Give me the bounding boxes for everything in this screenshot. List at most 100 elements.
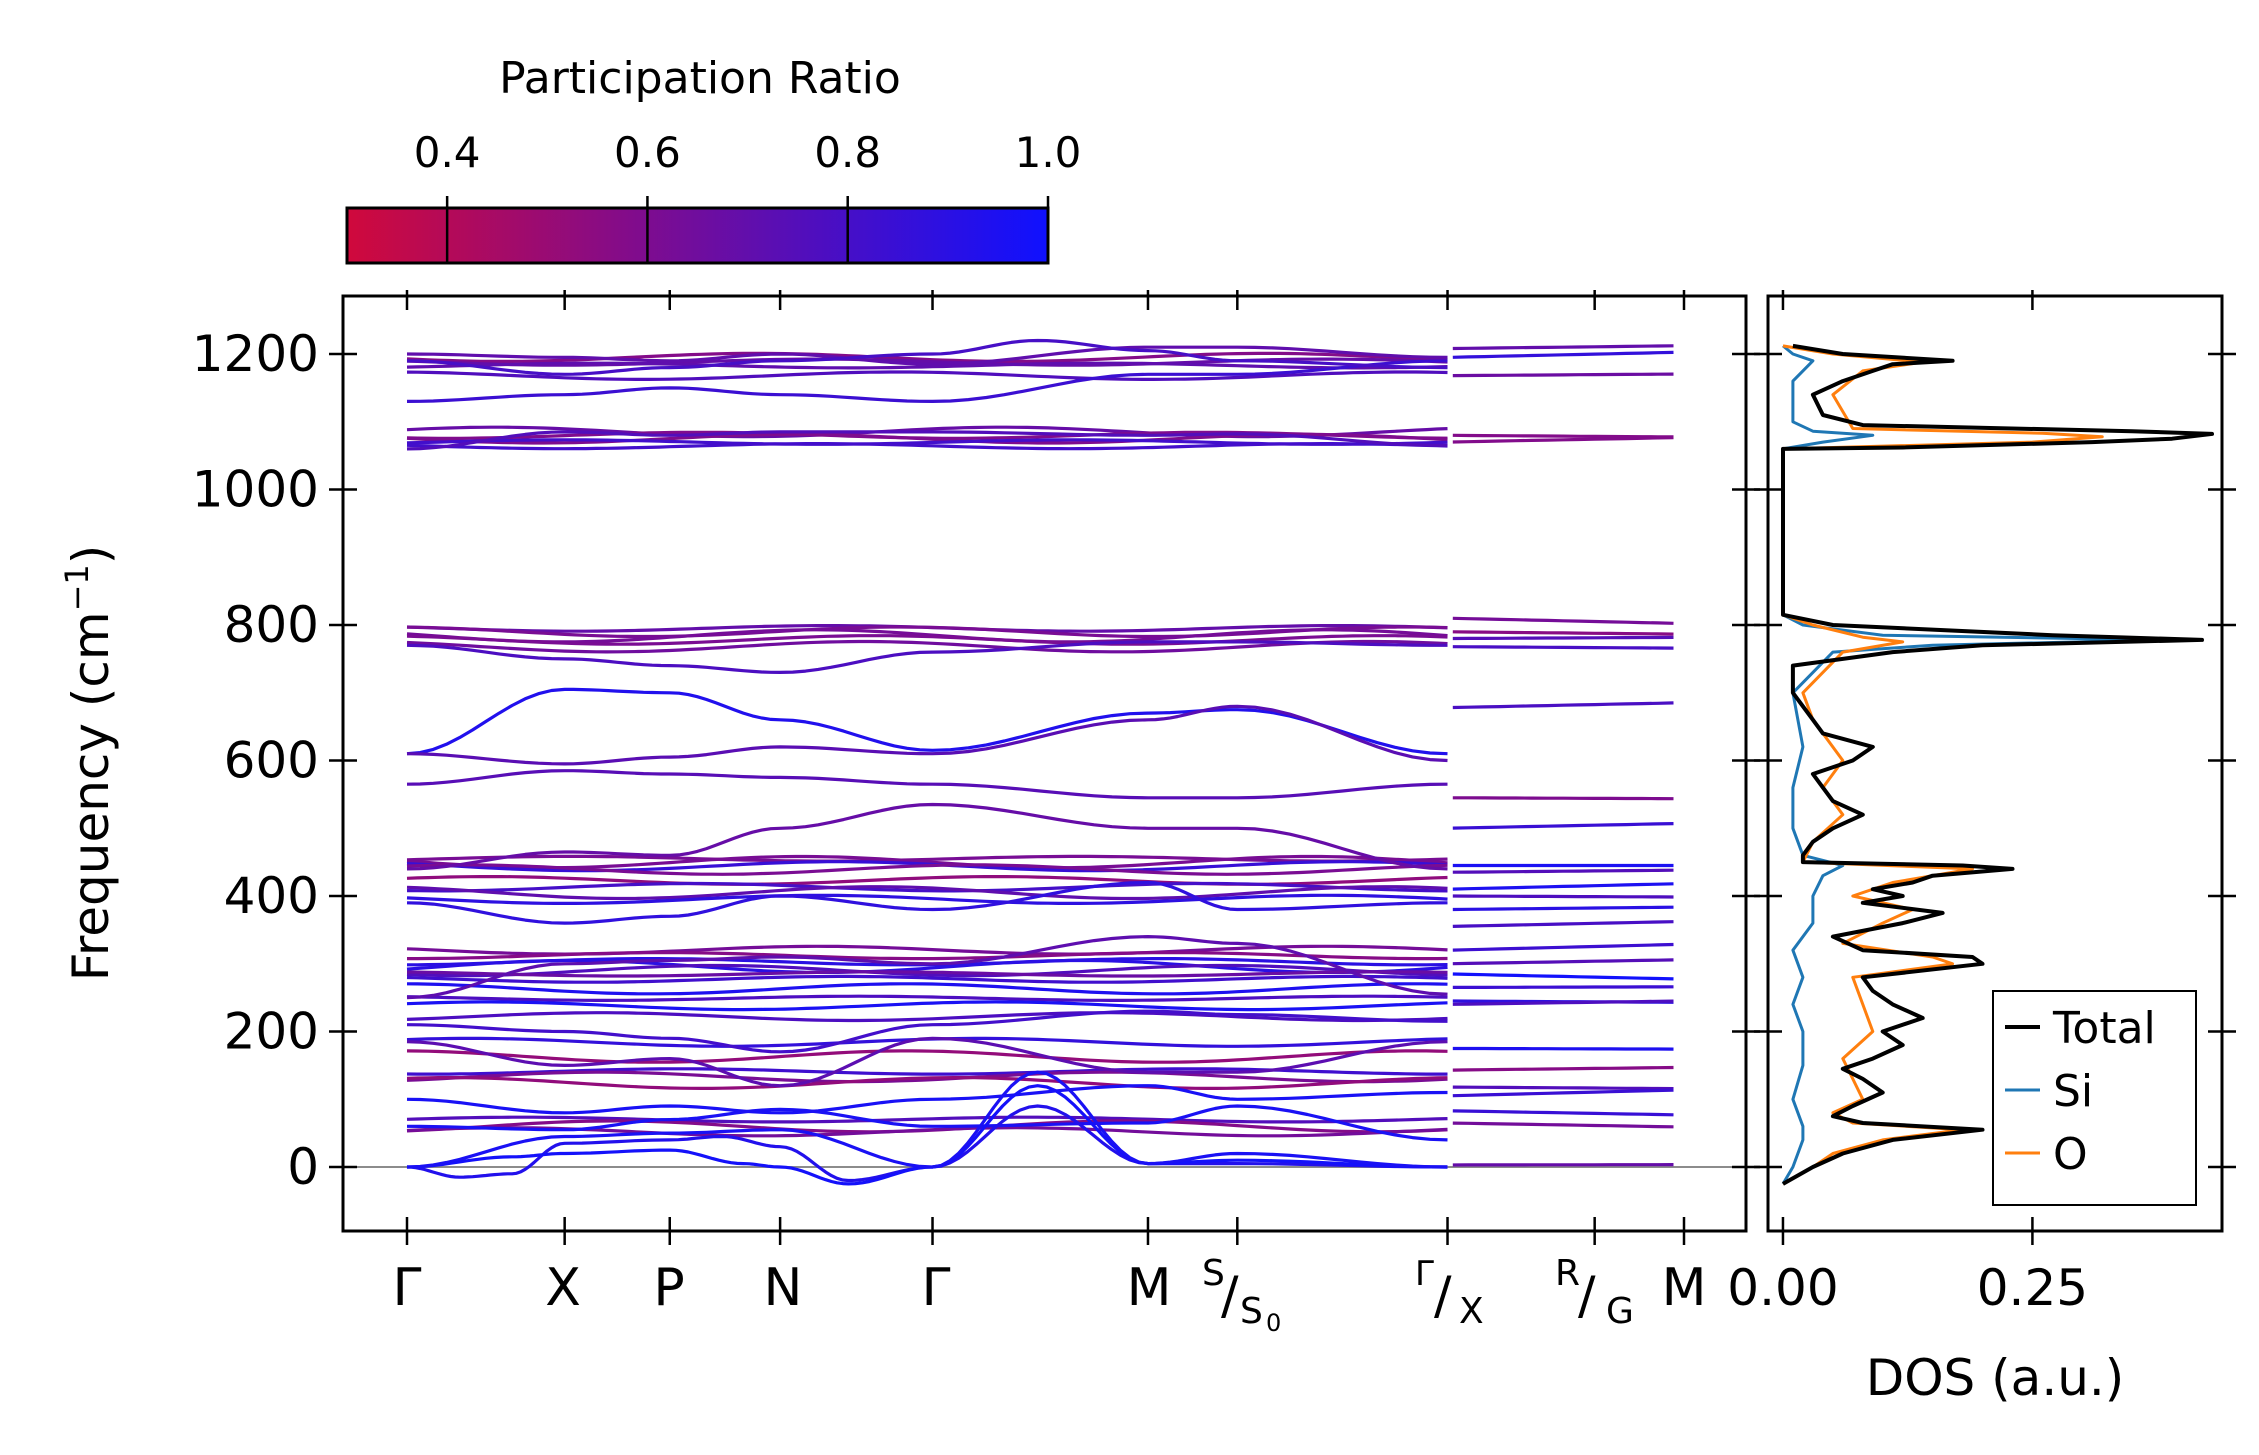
svg-text:R: R [1555,1253,1580,1294]
svg-text:X: X [1459,1291,1484,1332]
svg-text:/: / [1578,1266,1596,1326]
band-line [406,854,1448,863]
dos-x-tick-label: 0.00 [1727,1259,1838,1317]
band-line [406,974,1448,984]
label-p: P [653,1258,684,1318]
colorbar-title: Participation Ratio [499,53,901,104]
band-line [1452,1046,1674,1051]
band-line [1452,616,1674,625]
dos-plot-frame [1766,294,2224,1233]
dos-lines [1781,343,2214,1186]
band-line [406,1104,1448,1142]
band-line [406,634,1448,646]
path-labels: Γ X P N Γ M S / S 0 Γ / X R / G M [393,1253,1707,1337]
y-axis-label: Frequency (cm−1) [58,545,120,982]
band-line [406,934,1448,1000]
band-line [1452,868,1674,874]
svg-text:/: / [1434,1266,1452,1326]
band-line [1452,701,1674,710]
svg-text:S: S [1240,1291,1263,1332]
band-line [406,1075,1448,1091]
y-tick-label: 0 [287,1138,319,1196]
band-line [406,351,1448,363]
band-line [406,769,1448,800]
band-line [1452,894,1674,899]
y-tick-label: 400 [224,867,319,925]
label-gamma-x: Γ / X [1415,1254,1484,1332]
colorbar: Participation Ratio 0.4 0.6 0.8 1.0 [345,53,1082,265]
dos-x-tick-label: 0.25 [1977,1259,2088,1317]
band-line [406,425,1448,439]
y-tick-label: 1000 [192,461,319,519]
band-line [406,361,1448,370]
dos-panel: 0.00 0.25 DOS (a.u.) Total Si O [1727,290,2236,1407]
label-r-g: R / G [1555,1253,1634,1332]
svg-text:0: 0 [1266,1309,1281,1337]
band-line [406,963,1448,978]
band-line [1452,942,1674,952]
band-line [406,958,1448,975]
band-line [1452,972,1674,981]
band-line [1452,1065,1674,1072]
colorbar-tick-label: 0.8 [814,128,881,177]
label-x: X [545,1258,581,1318]
y-tick-label: 800 [224,596,319,654]
band-line [406,885,1448,901]
band-line [1452,822,1674,830]
band-line [406,982,1448,996]
band-line [1452,1088,1674,1098]
band-line [406,628,1448,644]
band-line [406,338,1448,376]
colorbar-tick-label: 1.0 [1015,128,1082,177]
band-line [1452,882,1674,891]
band-line [406,970,1448,978]
band-plot-frame [341,294,1748,1233]
dos-legend: Total Si O [1992,990,2197,1206]
band-line [1452,350,1674,359]
colorbar-tick-label: 0.6 [614,128,681,177]
band-line [406,893,1448,906]
y-tick-label: 600 [224,732,319,790]
band-line [1452,1085,1674,1091]
band-line [1452,372,1674,378]
band-line [406,639,1448,654]
label-s-s0: S / S 0 [1202,1253,1281,1337]
band-line [406,880,1448,925]
band-line [406,687,1448,756]
dos-series-si [1781,344,2164,1185]
band-line [406,359,1448,403]
band-line [406,1000,1448,1012]
band-line [406,994,1448,1003]
band-line [1452,796,1674,801]
y-tick-label: 1200 [192,325,319,383]
label-m-2: M [1662,1258,1707,1318]
colorbar-tick-label: 0.4 [414,128,481,177]
band-line [1452,1121,1674,1129]
band-line [406,1049,1448,1064]
legend-label-o: O [2053,1129,2088,1180]
band-line [1452,433,1674,439]
band-line [407,950,1448,961]
band-line [406,1115,1448,1124]
band-line [406,345,1448,366]
label-n: N [764,1258,803,1318]
band-line [1452,436,1674,444]
band-line [1452,905,1674,912]
band-line [1452,645,1674,650]
band-line [406,640,1448,675]
band-line [1452,920,1674,928]
dos-series-total [1781,343,2214,1186]
band-line [1452,999,1674,1006]
legend-label-si: Si [2053,1066,2093,1117]
band-line [1452,630,1674,636]
band-line [406,370,1448,381]
y-tick-label: 200 [224,1003,319,1061]
label-gamma-1: Γ [393,1258,422,1318]
label-m-1: M [1127,1258,1172,1318]
band-line [406,442,1448,451]
band-line [406,863,1448,876]
band-line [406,1036,1448,1088]
colorbar-gradient [345,206,1050,265]
band-structure-panel: 0 200 400 600 800 1000 1200 Frequency (cm−1) Γ… [58,290,1760,1337]
